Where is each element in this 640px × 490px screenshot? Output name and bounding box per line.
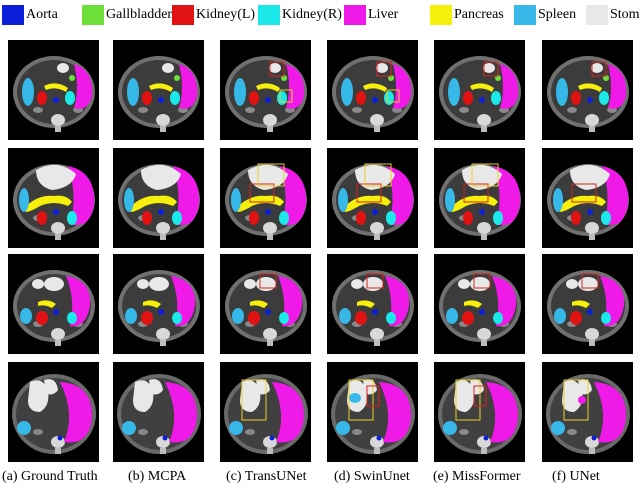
ct-slice-image [439, 163, 521, 240]
legend-label: Gallbladder [106, 7, 173, 22]
ct-slice-image [118, 164, 200, 240]
legend-label: Kidney(L) [196, 7, 256, 22]
ct-slice-image [225, 270, 307, 346]
segmentation-panel-row4-col2 [113, 362, 204, 462]
segmentation-panel-row4-col5 [434, 362, 525, 462]
segmentation-panel-row2-col6 [542, 148, 633, 248]
legend-label: Aorta [26, 7, 58, 22]
ct-slice-image [546, 374, 630, 454]
ct-slice-image [438, 374, 522, 454]
segmentation-panel-row3-col2 [113, 254, 204, 354]
legend-label: Pancreas [454, 7, 504, 22]
column-caption: (b) MCPA [128, 469, 187, 484]
legend-swatch [514, 5, 536, 25]
ct-slice-image [225, 56, 307, 132]
ct-slice-image [118, 56, 200, 132]
segmentation-panel-row4-col6 [542, 362, 633, 462]
segmentation-panel-row1-col6 [542, 40, 633, 140]
segmentation-panel-row2-col1 [8, 148, 99, 248]
ct-slice-image [13, 270, 95, 346]
segmentation-panel-row4-col4 [327, 362, 418, 462]
segmentation-panel-row1-col2 [113, 40, 204, 140]
ct-slice-image [547, 270, 629, 346]
segmentation-panel-row3-col3 [220, 254, 311, 354]
ct-slice-image [117, 374, 201, 454]
segmentation-panel-row3-col5 [434, 254, 525, 354]
segmentation-panel-row2-col2 [113, 148, 204, 248]
ct-slice-image [331, 374, 415, 454]
segmentation-panel-row3-col1 [8, 254, 99, 354]
ct-slice-image [13, 56, 95, 132]
legend-label: Kidney(R) [282, 7, 342, 22]
legend-label: Stomach [610, 7, 640, 22]
column-caption: (a) Ground Truth [2, 469, 98, 484]
legend-label: Liver [368, 7, 399, 22]
ct-slice-image [439, 56, 521, 132]
legend-swatch [2, 5, 24, 25]
legend-swatch [258, 5, 280, 25]
segmentation-panel-row4-col1 [8, 362, 99, 462]
segmentation-panel-row4-col3 [220, 362, 311, 462]
segmentation-panel-row2-col3 [220, 148, 311, 248]
legend-swatch [344, 5, 366, 25]
legend-swatch [172, 5, 194, 25]
ct-slice-image [332, 163, 414, 240]
ct-slice-image [547, 164, 629, 240]
ct-slice-image [118, 270, 200, 346]
ct-slice-image [224, 374, 308, 454]
column-caption: (e) MissFormer [433, 469, 521, 484]
legend-swatch [586, 5, 608, 25]
segmentation-panel-row3-col4 [327, 254, 418, 354]
ct-slice-image [547, 56, 629, 132]
ct-slice-image [439, 270, 521, 346]
ct-slice-image [13, 164, 95, 240]
ct-slice-image [332, 270, 414, 346]
column-caption: (d) SwinUnet [334, 469, 410, 484]
column-caption: (f) UNet [552, 469, 600, 484]
legend-swatch [430, 5, 452, 25]
ct-slice-image [225, 163, 307, 240]
column-caption: (c) TransUNet [226, 469, 307, 484]
organ-legend: Aorta Gallbladder Kidney(L) Kidney(R) Liver P… [0, 0, 640, 30]
segmentation-panel-row1-col1 [8, 40, 99, 140]
segmentation-panel-row1-col3 [220, 40, 311, 140]
ct-slice-image [332, 56, 414, 132]
segmentation-panel-row3-col6 [542, 254, 633, 354]
segmentation-panel-row1-col4 [327, 40, 418, 140]
legend-label: Spleen [538, 7, 577, 22]
segmentation-panel-row2-col4 [327, 148, 418, 248]
legend-swatch [82, 5, 104, 25]
segmentation-panel-row1-col5 [434, 40, 525, 140]
ct-slice-image [12, 374, 96, 454]
segmentation-panel-row2-col5 [434, 148, 525, 248]
